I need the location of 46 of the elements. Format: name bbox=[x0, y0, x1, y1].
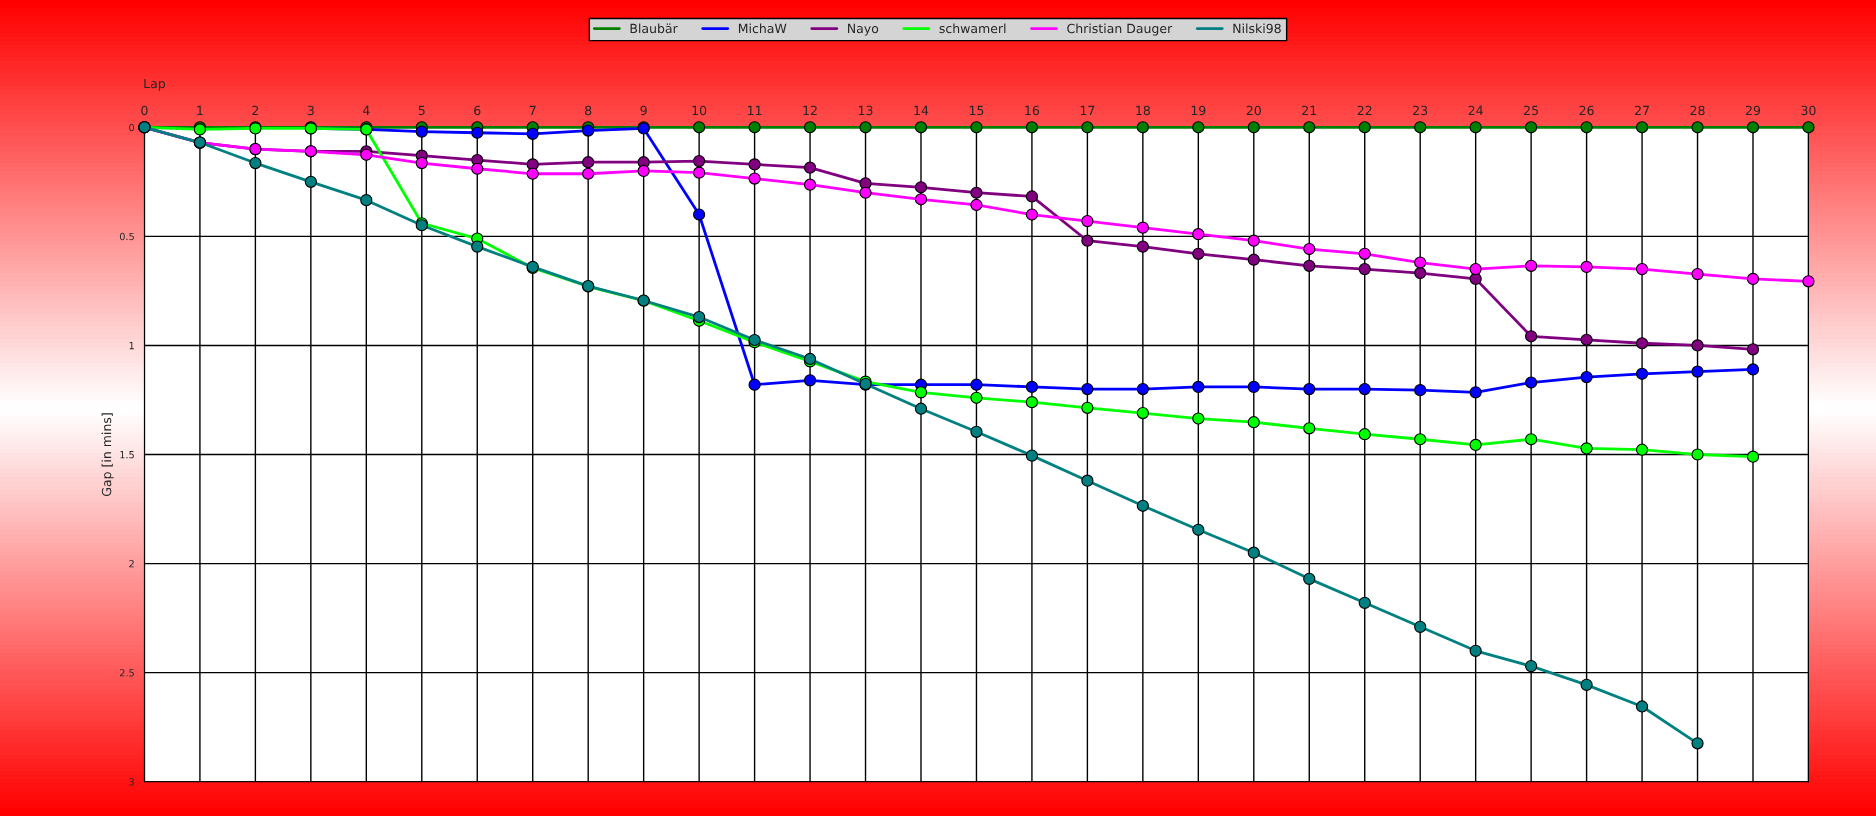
legend-label: Christian Dauger bbox=[1067, 23, 1173, 36]
x-tick-label: 12 bbox=[803, 105, 817, 115]
x-axis-title: Lap bbox=[144, 78, 166, 91]
y-tick-label: 0.5 bbox=[119, 232, 134, 241]
x-tick-label: 4 bbox=[362, 105, 370, 115]
x-tick-label: 22 bbox=[1357, 105, 1372, 115]
legend-label: Nayo bbox=[848, 23, 879, 36]
x-tick-label: 5 bbox=[418, 105, 425, 116]
x-tick-label: 30 bbox=[1801, 105, 1816, 116]
legend-label: Blaubär bbox=[630, 23, 678, 34]
x-tick-label: 0 bbox=[141, 105, 148, 116]
x-tick-label: 25 bbox=[1524, 105, 1538, 116]
x-tick-label: 3 bbox=[307, 105, 314, 116]
x-tick-label: 13 bbox=[858, 105, 873, 116]
x-tick-label: 16 bbox=[1025, 105, 1040, 116]
x-tick-label: 2 bbox=[252, 105, 259, 115]
x-tick-label: 27 bbox=[1635, 105, 1649, 115]
x-tick-label: 17 bbox=[1080, 105, 1095, 115]
x-tick-label: 1 bbox=[197, 105, 203, 115]
x-tick-label: 8 bbox=[585, 105, 592, 116]
x-tick-label: 26 bbox=[1579, 105, 1594, 116]
x-tick-label: 19 bbox=[1191, 105, 1206, 116]
x-tick-label: 9 bbox=[640, 105, 647, 116]
y-tick-label: 1.5 bbox=[120, 451, 134, 459]
legend-label: MichaW bbox=[738, 23, 787, 34]
x-tick-label: 7 bbox=[529, 105, 536, 115]
y-tick-label: 1 bbox=[129, 342, 134, 350]
y-tick-label: 3 bbox=[129, 778, 134, 786]
x-tick-label: 24 bbox=[1468, 105, 1483, 115]
x-tick-label: 28 bbox=[1690, 105, 1705, 116]
x-tick-label: 18 bbox=[1136, 105, 1150, 116]
x-tick-label: 29 bbox=[1745, 105, 1761, 116]
x-tick-label: 14 bbox=[914, 105, 929, 115]
y-axis-title: Gap [in mins] bbox=[101, 413, 114, 497]
x-tick-label: 20 bbox=[1246, 105, 1261, 116]
y-tick-label: 2 bbox=[129, 560, 134, 568]
legend-label: Nilski98 bbox=[1233, 23, 1281, 34]
legend-label: schwamerl bbox=[939, 23, 1006, 34]
x-tick-label: 11 bbox=[748, 105, 762, 115]
y-tick-label: 2.5 bbox=[119, 669, 134, 677]
y-tick-label: 0 bbox=[129, 123, 135, 132]
x-tick-label: 10 bbox=[692, 105, 707, 116]
x-tick-label: 15 bbox=[969, 105, 984, 116]
x-tick-label: 23 bbox=[1413, 105, 1428, 116]
x-tick-label: 21 bbox=[1302, 105, 1317, 115]
x-tick-label: 6 bbox=[474, 105, 481, 116]
